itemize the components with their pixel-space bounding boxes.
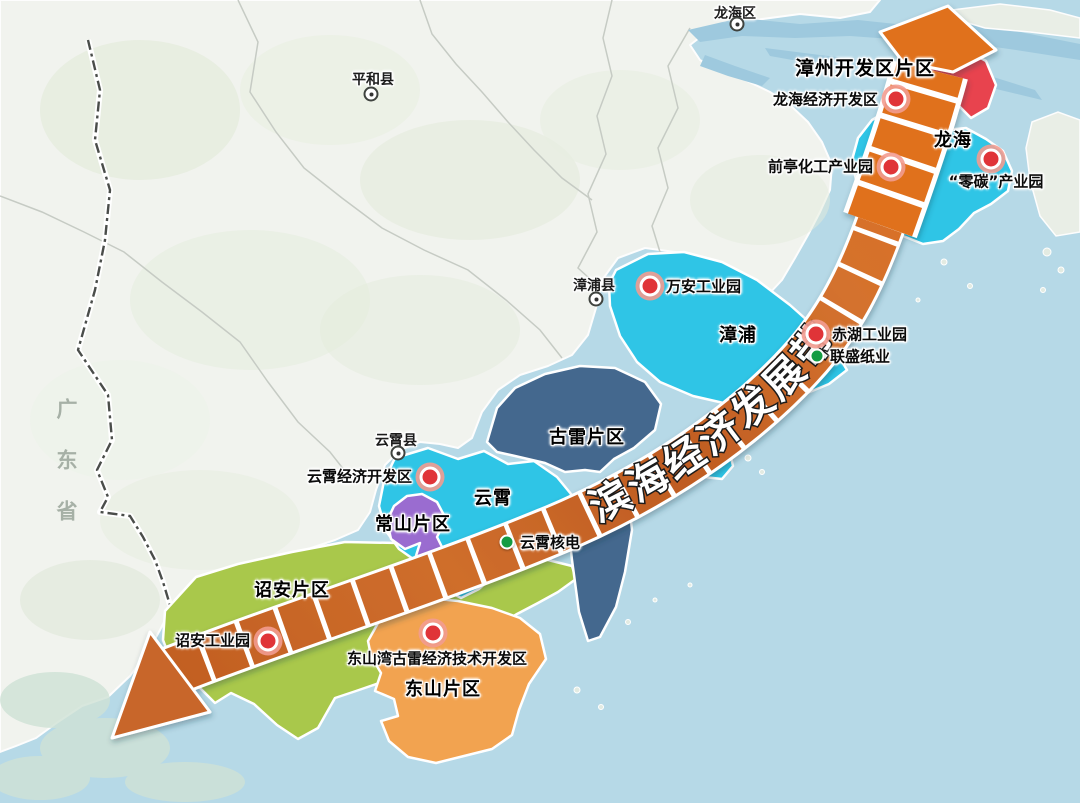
small-islands xyxy=(573,247,1065,710)
belt-top-segments xyxy=(847,61,963,237)
province-label-guangdong: 广东省 xyxy=(54,398,78,551)
belt-arrowhead-top xyxy=(878,4,998,74)
park-marker-qianting-icon xyxy=(880,156,902,178)
park-marker-chihu-icon xyxy=(805,323,827,345)
park-marker-lingtan-icon xyxy=(980,148,1002,170)
enterprise-marker-liansheng-icon xyxy=(809,348,825,364)
county-boundaries xyxy=(0,0,691,481)
river-estuary xyxy=(688,18,1080,100)
province-boundary xyxy=(75,39,173,606)
park-marker-dongshanwan-gulei-icon xyxy=(422,622,444,644)
county-marker-pinghe-icon xyxy=(363,86,379,102)
park-marker-wanan-icon xyxy=(639,275,661,297)
belt-arrowhead-bottom xyxy=(110,630,212,740)
tidal-shoals xyxy=(0,672,245,802)
terrain-shading xyxy=(20,35,830,640)
park-marker-longhai-jingji-icon xyxy=(885,88,907,110)
region-gulei-main xyxy=(485,364,663,474)
region-dongshan xyxy=(366,596,548,765)
enterprise-marker-yunxiao-hedian-icon xyxy=(499,534,515,550)
park-marker-zhaoan-icon xyxy=(257,630,279,652)
county-marker-zhangpu-icon xyxy=(588,291,604,307)
park-marker-yunxiao-jingji-icon xyxy=(419,466,441,488)
county-marker-longhai-icon xyxy=(729,16,745,32)
belt-segments xyxy=(161,217,902,694)
county-marker-yunxiao-icon xyxy=(390,445,406,461)
